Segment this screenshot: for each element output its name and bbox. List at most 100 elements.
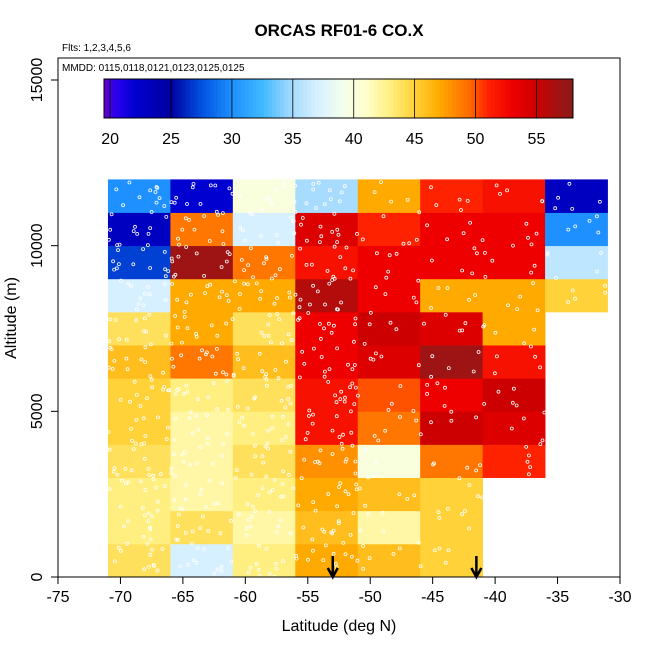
data-point xyxy=(184,245,189,249)
data-point xyxy=(343,266,348,271)
data-point xyxy=(108,317,113,322)
data-point xyxy=(191,181,196,186)
data-point xyxy=(141,416,146,421)
data-point xyxy=(127,180,132,185)
data-point xyxy=(414,418,419,423)
heatmap-cell xyxy=(420,411,484,445)
data-point xyxy=(264,383,269,388)
data-point xyxy=(525,459,530,464)
data-point xyxy=(292,199,297,204)
data-point xyxy=(318,224,323,229)
colorbar-swatch xyxy=(104,79,109,118)
colorbar-tick-label: 20 xyxy=(101,131,119,148)
y-tick-label: 0 xyxy=(29,572,46,581)
data-point xyxy=(137,195,142,200)
data-point xyxy=(603,283,607,288)
colorbar-swatch xyxy=(322,79,328,118)
colorbar-swatch xyxy=(447,79,453,118)
heatmap-cell xyxy=(545,179,608,213)
data-point xyxy=(343,489,348,494)
x-tick-label: -45 xyxy=(421,589,444,606)
colorbar-swatch xyxy=(432,79,437,118)
data-point xyxy=(509,426,514,431)
data-point xyxy=(449,418,454,423)
data-point xyxy=(153,190,158,194)
data-point xyxy=(136,302,141,306)
data-point xyxy=(443,385,447,390)
colorbar-tick-label: 50 xyxy=(467,131,485,148)
data-point xyxy=(545,252,550,257)
colorbar-swatch xyxy=(307,79,312,118)
data-point xyxy=(361,544,366,548)
chart-title: ORCAS RF01-6 CO.X xyxy=(254,21,424,40)
data-point xyxy=(480,495,485,500)
data-point xyxy=(325,268,330,273)
data-point xyxy=(277,267,282,272)
data-point xyxy=(529,242,534,247)
data-point xyxy=(253,509,258,514)
data-point xyxy=(496,389,501,394)
data-point xyxy=(129,283,134,288)
data-point xyxy=(425,391,430,396)
colorbar-swatch xyxy=(490,79,496,118)
data-point xyxy=(143,488,148,492)
data-point xyxy=(190,529,195,534)
data-point xyxy=(141,534,146,539)
colorbar-swatch xyxy=(318,79,324,118)
data-point xyxy=(446,548,451,553)
data-point xyxy=(483,274,488,279)
data-point xyxy=(398,415,402,419)
heatmap-cell xyxy=(357,311,421,346)
data-point xyxy=(224,321,229,326)
data-point xyxy=(231,374,236,378)
data-point xyxy=(267,572,272,576)
data-point xyxy=(259,289,264,294)
data-point xyxy=(246,570,251,575)
data-point xyxy=(182,450,187,454)
data-point xyxy=(566,299,570,304)
data-point xyxy=(374,251,379,256)
x-axis: -75 -70 -65 -60 -55 -50 -45 -40 -35 -30 xyxy=(46,577,632,606)
colorbar-swatch xyxy=(471,79,476,118)
data-point xyxy=(512,386,516,391)
data-point xyxy=(311,283,316,288)
data-point xyxy=(267,490,272,495)
data-point xyxy=(111,469,116,474)
data-point xyxy=(386,408,391,412)
data-point xyxy=(149,377,154,382)
colorbar-swatch xyxy=(487,79,492,118)
colorbar-swatch xyxy=(518,79,523,118)
colorbar-swatch xyxy=(221,79,226,118)
data-point xyxy=(467,526,472,531)
data-point xyxy=(522,341,527,346)
data-point xyxy=(348,409,353,414)
data-point xyxy=(302,457,307,462)
heatmap-cell xyxy=(232,245,296,280)
data-point xyxy=(176,254,181,259)
data-point xyxy=(341,541,346,545)
data-point xyxy=(309,262,314,267)
data-point xyxy=(397,492,402,497)
data-point xyxy=(570,288,575,293)
data-point xyxy=(482,401,487,406)
data-point xyxy=(364,448,369,453)
data-point xyxy=(185,202,189,206)
data-point xyxy=(269,201,274,206)
data-point xyxy=(205,441,210,446)
data-point xyxy=(429,420,433,425)
data-point xyxy=(207,478,212,483)
data-point xyxy=(527,453,531,458)
heatmap-cell xyxy=(545,278,608,313)
data-point xyxy=(303,437,308,442)
data-point xyxy=(150,514,155,519)
data-point xyxy=(175,297,180,302)
heatmap-cell xyxy=(232,311,296,346)
data-point xyxy=(248,246,253,251)
colorbar-swatch xyxy=(182,79,187,118)
data-point xyxy=(178,564,183,569)
colorbar-swatch xyxy=(315,79,320,118)
colorbar-tick-label: 30 xyxy=(223,131,241,148)
data-point xyxy=(311,181,316,186)
data-point xyxy=(188,292,193,297)
data-point xyxy=(300,349,305,354)
